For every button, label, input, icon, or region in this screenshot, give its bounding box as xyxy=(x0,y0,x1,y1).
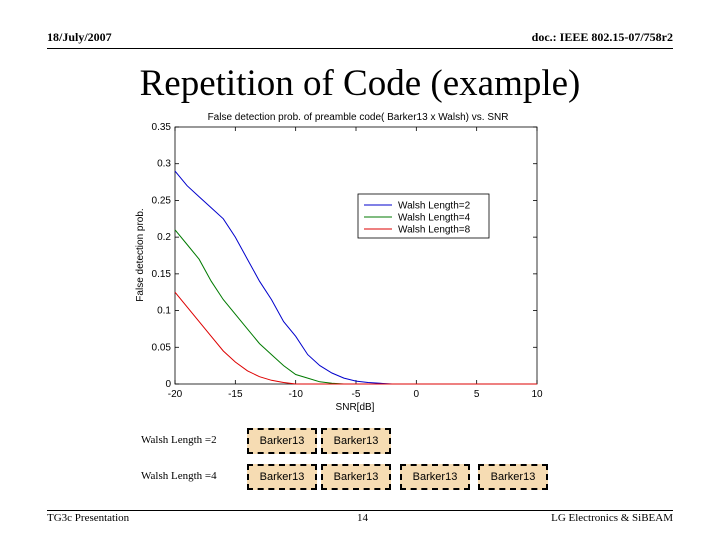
footer-rule xyxy=(47,510,673,511)
series-line-2 xyxy=(174,229,537,385)
x-tick-label: -5 xyxy=(352,389,361,400)
y-tick-label: 0.3 xyxy=(157,159,171,170)
header-rule xyxy=(47,48,673,49)
legend-label-1: Walsh Length=2 xyxy=(398,201,471,212)
chart-xlabel: SNR[dB] xyxy=(336,402,375,413)
legend-box xyxy=(357,193,490,239)
legend-label-2: Walsh Length=4 xyxy=(398,213,471,224)
y-tick-label: 0.35 xyxy=(152,122,172,133)
x-tick-label: -20 xyxy=(168,389,183,400)
chart-ylabel: False detection prob. xyxy=(135,208,146,301)
plot-frame xyxy=(174,126,538,385)
barker13-code-box: Barker13 xyxy=(400,464,470,490)
barker13-code-box: Barker13 xyxy=(321,428,391,454)
x-tick-label: -10 xyxy=(288,389,303,400)
barker13-code-box: Barker13 xyxy=(247,428,317,454)
x-tick-label: -15 xyxy=(228,389,243,400)
barker13-code-box: Barker13 xyxy=(478,464,548,490)
x-tick-label: 0 xyxy=(414,389,420,400)
x-tick-label: 5 xyxy=(474,389,480,400)
footer-page-number: 14 xyxy=(357,512,368,524)
y-tick-label: 0.25 xyxy=(152,195,172,206)
slide-title: Repetition of Code (example) xyxy=(139,63,581,104)
header-date: 18/July/2007 xyxy=(47,30,112,44)
footer-company: LG Electronics & SiBEAM xyxy=(551,512,673,524)
y-tick-label: 0.15 xyxy=(152,269,172,280)
barker13-code-box: Barker13 xyxy=(247,464,317,490)
legend-label-3: Walsh Length=8 xyxy=(398,225,471,236)
footer-presentation: TG3c Presentation xyxy=(47,512,130,524)
y-tick-label: 0.05 xyxy=(152,342,172,353)
chart-title: False detection prob. of preamble code( … xyxy=(208,112,509,123)
header-doc-number: doc.: IEEE 802.15-07/758r2 xyxy=(531,30,673,44)
code-row-label: Walsh Length =4 xyxy=(141,470,217,482)
x-tick-label: 10 xyxy=(531,389,543,400)
barker13-code-box: Barker13 xyxy=(321,464,391,490)
series-line-3 xyxy=(174,291,537,385)
y-tick-label: 0.1 xyxy=(157,306,171,317)
y-tick-label: 0.2 xyxy=(157,232,171,243)
code-row-label: Walsh Length =2 xyxy=(141,434,217,446)
y-tick-label: 0 xyxy=(165,379,171,390)
